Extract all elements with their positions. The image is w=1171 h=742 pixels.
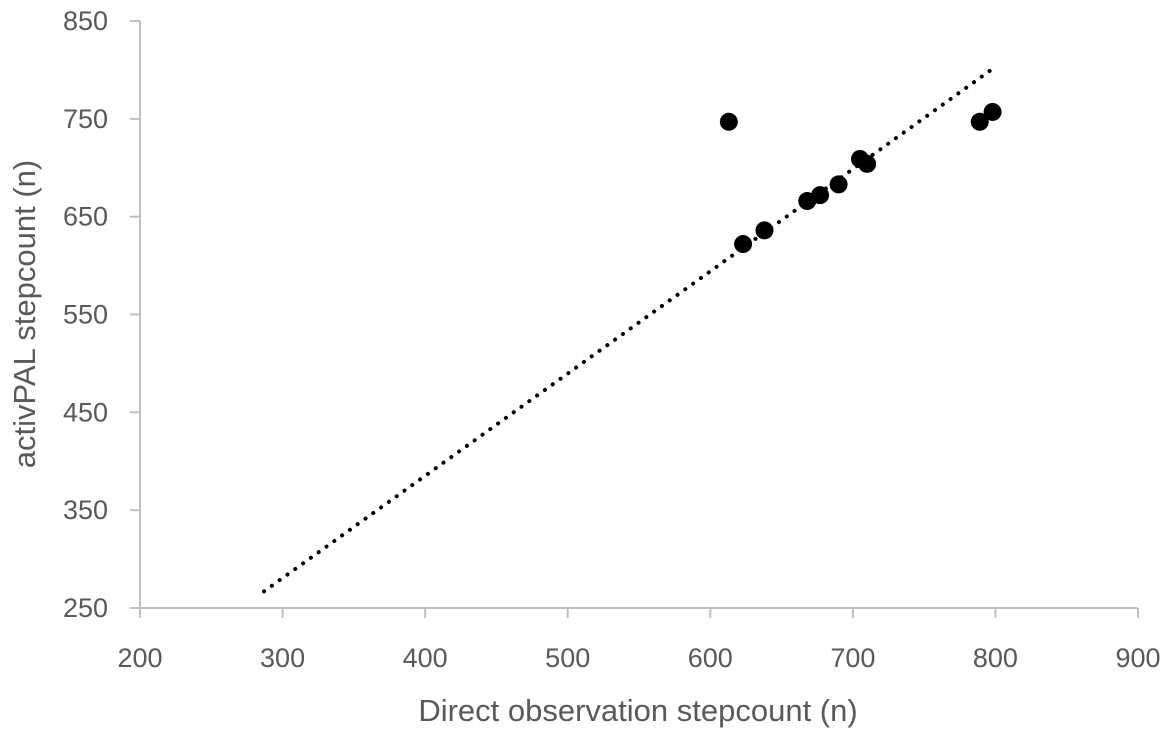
x-tick-label: 800 [973,643,1018,673]
data-point [719,112,738,131]
y-tick-label: 450 [63,397,108,427]
x-tick-label: 400 [403,643,448,673]
data-point [858,154,877,173]
x-tick-label: 300 [260,643,305,673]
x-tick-label: 700 [830,643,875,673]
points-layer [719,102,1002,254]
data-point [734,235,753,254]
x-tick-label: 500 [545,643,590,673]
data-point [811,186,830,205]
y-axis-title: activPAL stepcount (n) [7,160,42,468]
y-tick-label: 750 [63,104,108,134]
y-tick-label: 350 [63,495,108,525]
x-tick-label: 600 [688,643,733,673]
y-tick-label: 850 [63,6,108,36]
axes [130,20,1139,618]
y-tick-label: 650 [63,202,108,232]
data-point [983,102,1002,121]
trendline-layer [262,68,992,594]
tick-labels-layer: 250 350 450 550 650 750 850 200 300 400 500 600 700 8… [63,6,1161,673]
data-point [829,175,848,194]
x-tick-label: 900 [1115,643,1160,673]
x-axis-title: Direct observation stepcount (n) [418,693,857,728]
data-point [755,221,774,240]
y-tick-label: 250 [63,593,108,623]
data-point [970,112,989,131]
trendline [262,68,992,594]
y-tick-label: 550 [63,300,108,330]
x-tick-label: 200 [117,643,162,673]
